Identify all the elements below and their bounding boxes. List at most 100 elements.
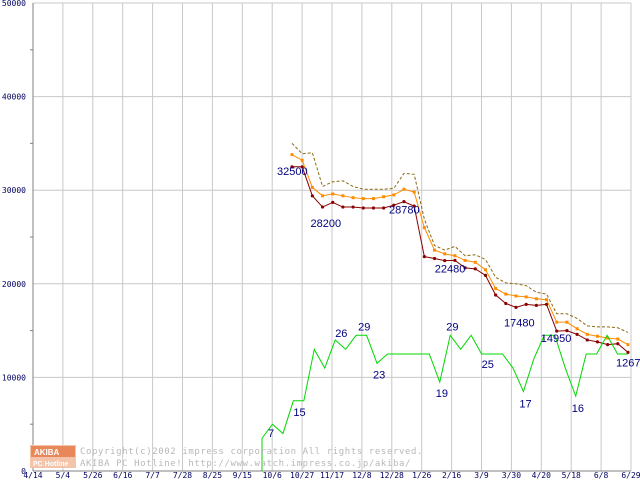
shop-count-label: 29 [358,321,370,333]
series-avg-point [473,260,477,264]
series-avg-point [402,187,406,191]
series-avg-point [483,268,487,272]
series-avg-point [453,254,457,258]
y-tick-label: 20000 [2,280,26,289]
series-avg-point [422,226,426,230]
series-price-point [555,329,559,333]
shop-count-label: 25 [482,359,494,371]
x-tick-label: 10/6 [263,471,282,480]
x-tick-label: 6/16 [113,471,132,480]
x-tick-label: 8/25 [203,471,222,480]
series-high-line [291,143,629,333]
series-avg-point [534,297,538,301]
series-price-point [544,302,549,306]
series-price-point [392,203,396,207]
shop-count-label: 16 [572,403,584,415]
x-tick-label: 1/26 [412,471,431,480]
y-tick-label: 10000 [2,373,26,382]
price-data-label: 28780 [389,205,420,217]
series-price-point [514,305,518,309]
series-avg-point [585,332,589,336]
y-tick-label: 50000 [2,0,26,8]
series-avg-point [300,158,304,162]
series-avg-point [616,337,620,341]
x-tick-label: 4/14 [23,471,42,480]
series-price-point [422,255,426,259]
series-price-point [473,267,477,271]
shop-count-label: 26 [335,328,347,340]
series-price-point [616,342,620,346]
price-data-label: 22480 [435,264,466,276]
series-price-point [504,301,508,306]
series-price-point [463,266,467,270]
series-price-point [606,343,610,347]
x-tick-label: 12/28 [380,471,404,480]
x-tick-label: 5/18 [562,471,581,480]
series-price-point [575,332,579,336]
series-price-point [310,194,314,198]
price-data-label: 17480 [504,317,535,329]
x-tick-label: 10/27 [290,471,314,480]
series-avg-point [341,194,345,198]
series-price-point [524,302,528,306]
series-price-point [361,206,365,210]
grid [32,2,632,472]
series-price-line [292,166,629,353]
series-avg-point [310,185,314,189]
series-avg-point [412,190,416,194]
series-avg-point [555,320,559,324]
series-avg-point [371,197,375,201]
series-price-point [300,165,304,169]
shop-count-label: 29 [446,321,458,333]
series-avg-point [606,336,610,340]
series-price-point [443,258,447,263]
series-layer [261,143,630,471]
shop-count-label: 7 [268,428,274,440]
shop-count-label: 19 [436,388,448,400]
x-tick-label: 11/17 [320,471,344,480]
series-avg-point [575,327,579,331]
copyright-line-2: AKIBA PC Hotline! http://www.watch.impre… [80,459,411,469]
series-avg-line [291,154,629,346]
shop-count-label: 17 [519,398,531,410]
series-avg-point [524,295,528,299]
series-price-point [483,273,488,277]
series-price-point [382,206,386,210]
x-tick-label: 4/20 [532,471,551,480]
series-price-point [320,205,325,209]
x-tick-label: 9/15 [233,471,252,480]
series-avg-point [463,258,467,262]
series-price-point [341,205,345,209]
akiba-logo-top [31,446,75,457]
series-price-point [290,165,294,169]
y-tick-label: 0 [21,467,26,476]
series-avg-point [321,194,325,198]
x-tick-label: 3/9 [474,471,489,480]
series-avg-point [433,248,437,252]
series-avg-point [392,193,396,197]
data-labels: 32500 28200 28780 22480 17480 14950 12670 7 15 26… [268,166,640,440]
x-tick-label: 2/16 [442,471,461,480]
price-data-label: 32500 [277,166,308,178]
series-price-point [626,350,630,355]
series-price-point [432,256,437,261]
series-price-point [351,205,355,209]
watermark: AKIBA PC Hotline Copyright(c)2002 impres… [30,445,423,469]
series-price-point [585,338,589,342]
series-avg-point [443,252,447,256]
series-price-point [453,258,457,262]
x-tick-label: 7/28 [173,471,192,480]
copyright-line-1: Copyright(c)2002 impress corporation All… [80,447,423,457]
series-price-point [331,200,335,204]
x-tick-label: 5/4 [56,471,71,480]
y-tick-label: 40000 [2,93,26,102]
series-price-point [412,204,416,208]
akiba-logo-text-bottom: PC Hotline [33,461,68,468]
x-tick-label: 12/8 [352,471,371,480]
series-price-point [371,206,376,210]
price-data-label: 12670 [616,357,640,369]
y-tick-label: 30000 [2,186,26,195]
